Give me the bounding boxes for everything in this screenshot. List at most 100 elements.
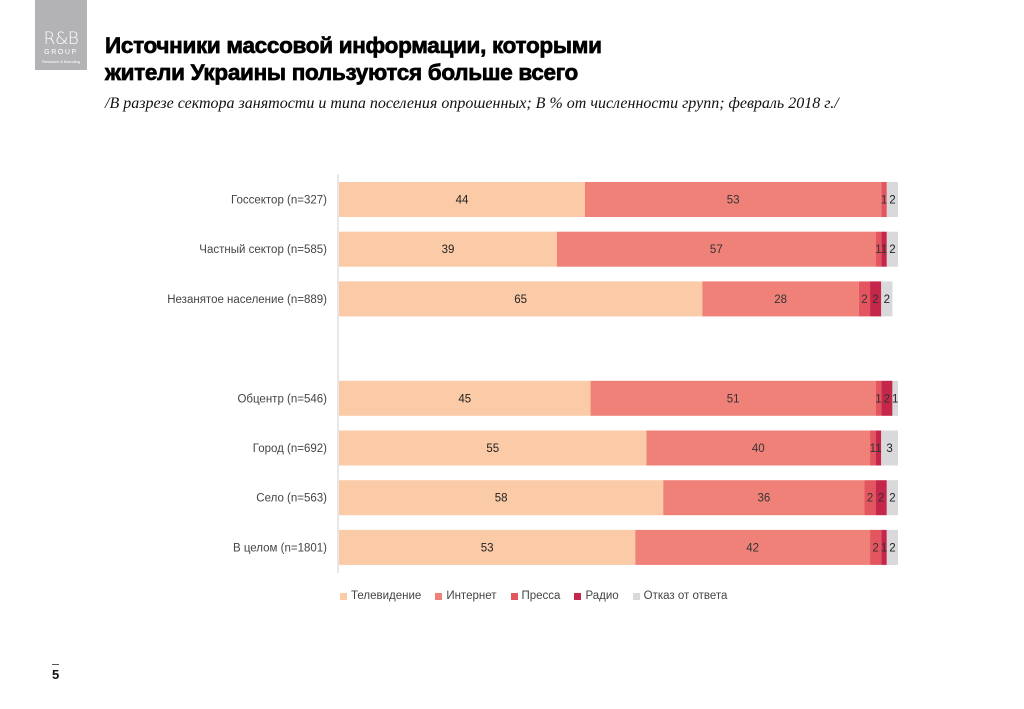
data-label: 40 — [752, 443, 765, 455]
legend-item: Интернет — [435, 590, 497, 602]
bar-segment-Пресса — [875, 380, 882, 416]
data-label: 45 — [458, 393, 471, 405]
bar-segment-Пресса — [870, 529, 882, 565]
bar-segment-Пресса — [858, 281, 871, 317]
page-title: Источники массовой информации, которыми … — [105, 32, 725, 86]
data-label: 57 — [710, 244, 723, 256]
page-subtitle: /В разрезе сектора занятости и типа посе… — [105, 95, 839, 112]
data-label: 1 — [875, 393, 881, 405]
category-label: Обцентр (n=546) — [237, 393, 327, 405]
data-label: 53 — [481, 542, 494, 554]
bar-segment-Телевидение — [339, 281, 703, 317]
page-title-line-1: Источники массовой информации, которыми — [105, 33, 603, 59]
bar-segment-Отказ от ответа — [886, 231, 898, 267]
bar-segment-Отказ от ответа — [892, 380, 898, 416]
data-label: 53 — [727, 195, 740, 207]
bar-segment-Пресса — [875, 231, 882, 267]
bar-segment-Радио — [875, 480, 887, 516]
data-label: 2 — [884, 393, 890, 405]
page-number: 5 — [52, 667, 60, 682]
bar-segment-Радио — [870, 281, 882, 317]
bar-segment-Радио — [875, 430, 882, 466]
category-label: Незанятое население (n=889) — [167, 294, 327, 306]
bar-segment-Телевидение — [339, 380, 591, 416]
bar-segment-Пресса — [881, 182, 887, 217]
data-label: 1 — [881, 542, 887, 554]
data-label: 44 — [456, 195, 469, 207]
bar-segment-Радио — [881, 231, 887, 267]
data-label: 1 — [892, 393, 898, 405]
data-label: 42 — [746, 542, 759, 554]
bar-segment-Телевидение — [339, 430, 647, 466]
legend-swatch — [574, 592, 582, 600]
data-label: 2 — [884, 294, 890, 306]
legend-swatch — [510, 592, 518, 600]
legend-label: Пресса — [521, 590, 561, 602]
page-title-line-2: жители Украины пользуются больше всего — [105, 60, 579, 86]
data-label: 39 — [442, 244, 455, 256]
legend-item: Пресса — [510, 590, 561, 602]
bar-segment-Телевидение — [339, 480, 664, 516]
bar-segment-Отказ от ответа — [886, 182, 898, 217]
category-label: В целом (n=1801) — [233, 542, 327, 554]
bar-segment-Интернет — [663, 480, 865, 516]
data-label: 1 — [881, 244, 887, 256]
legend-label: Телевидение — [351, 590, 422, 602]
legend-item: Радио — [574, 590, 619, 602]
data-label: 3 — [886, 443, 892, 455]
data-label: 36 — [757, 493, 770, 505]
data-label: 2 — [861, 294, 867, 306]
legend-swatch — [340, 592, 347, 600]
data-label: 1 — [881, 195, 887, 207]
bar-segment-Интернет — [584, 182, 882, 217]
data-label: 2 — [889, 195, 895, 207]
bar-segment-Радио — [881, 529, 887, 565]
bar-segment-Отказ от ответа — [886, 480, 898, 516]
company-logo: R&B GROUP Research & Branding — [35, 0, 87, 70]
data-label: 2 — [872, 294, 878, 306]
bar-segment-Отказ от ответа — [881, 281, 893, 317]
bar-segment-Интернет — [646, 430, 871, 466]
data-label: 2 — [889, 244, 895, 256]
legend-swatch — [435, 592, 443, 600]
bar-segment-Телевидение — [339, 182, 585, 217]
legend-label: Радио — [585, 590, 619, 602]
data-label: 1 — [875, 443, 881, 455]
page-number-dash — [52, 664, 59, 665]
data-label: 2 — [889, 493, 895, 505]
data-label: 2 — [878, 493, 884, 505]
data-label: 1 — [870, 443, 876, 455]
bar-segment-Интернет — [635, 529, 871, 565]
legend-item: Отказ от ответа — [632, 590, 728, 602]
bar-segment-Пресса — [864, 480, 876, 516]
category-label: Город (n=692) — [253, 443, 327, 455]
logo-group: GROUP — [44, 49, 78, 56]
legend-item: Телевидение — [340, 590, 421, 602]
bar-segment-Интернет — [702, 281, 859, 317]
category-label: Госсектор (n=327) — [231, 195, 327, 207]
bar-segment-Телевидение — [339, 529, 636, 565]
data-label: 2 — [872, 542, 878, 554]
data-label: 28 — [774, 294, 787, 306]
category-label: Частный сектор (n=585) — [199, 244, 327, 256]
category-label: Село (n=563) — [256, 493, 327, 505]
chart-legend: Телевидение Интернет Пресса Радио Отказ от о… — [340, 590, 727, 602]
legend-label: Интернет — [446, 590, 497, 602]
bar-segment-Телевидение — [339, 231, 558, 267]
bar-segment-Радио — [881, 380, 893, 416]
data-label: 1 — [875, 244, 881, 256]
legend-label: Отказ от ответа — [643, 590, 728, 602]
data-label: 2 — [889, 542, 895, 554]
data-label: 65 — [514, 294, 527, 306]
data-label: 55 — [486, 443, 499, 455]
bar-segment-Пресса — [870, 430, 876, 466]
logo-tagline: Research & Branding — [41, 59, 81, 64]
bar-segment-Интернет — [557, 231, 876, 267]
bar-segment-Интернет — [590, 380, 876, 416]
data-label: 58 — [495, 493, 508, 505]
data-label: 51 — [727, 393, 740, 405]
data-label: 2 — [867, 493, 873, 505]
bar-segment-Отказ от ответа — [881, 430, 898, 466]
legend-swatch — [632, 592, 640, 600]
